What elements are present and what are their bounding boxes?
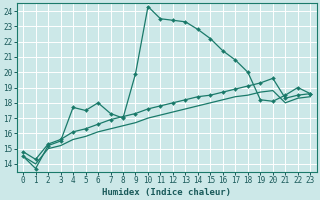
X-axis label: Humidex (Indice chaleur): Humidex (Indice chaleur): [102, 188, 231, 197]
